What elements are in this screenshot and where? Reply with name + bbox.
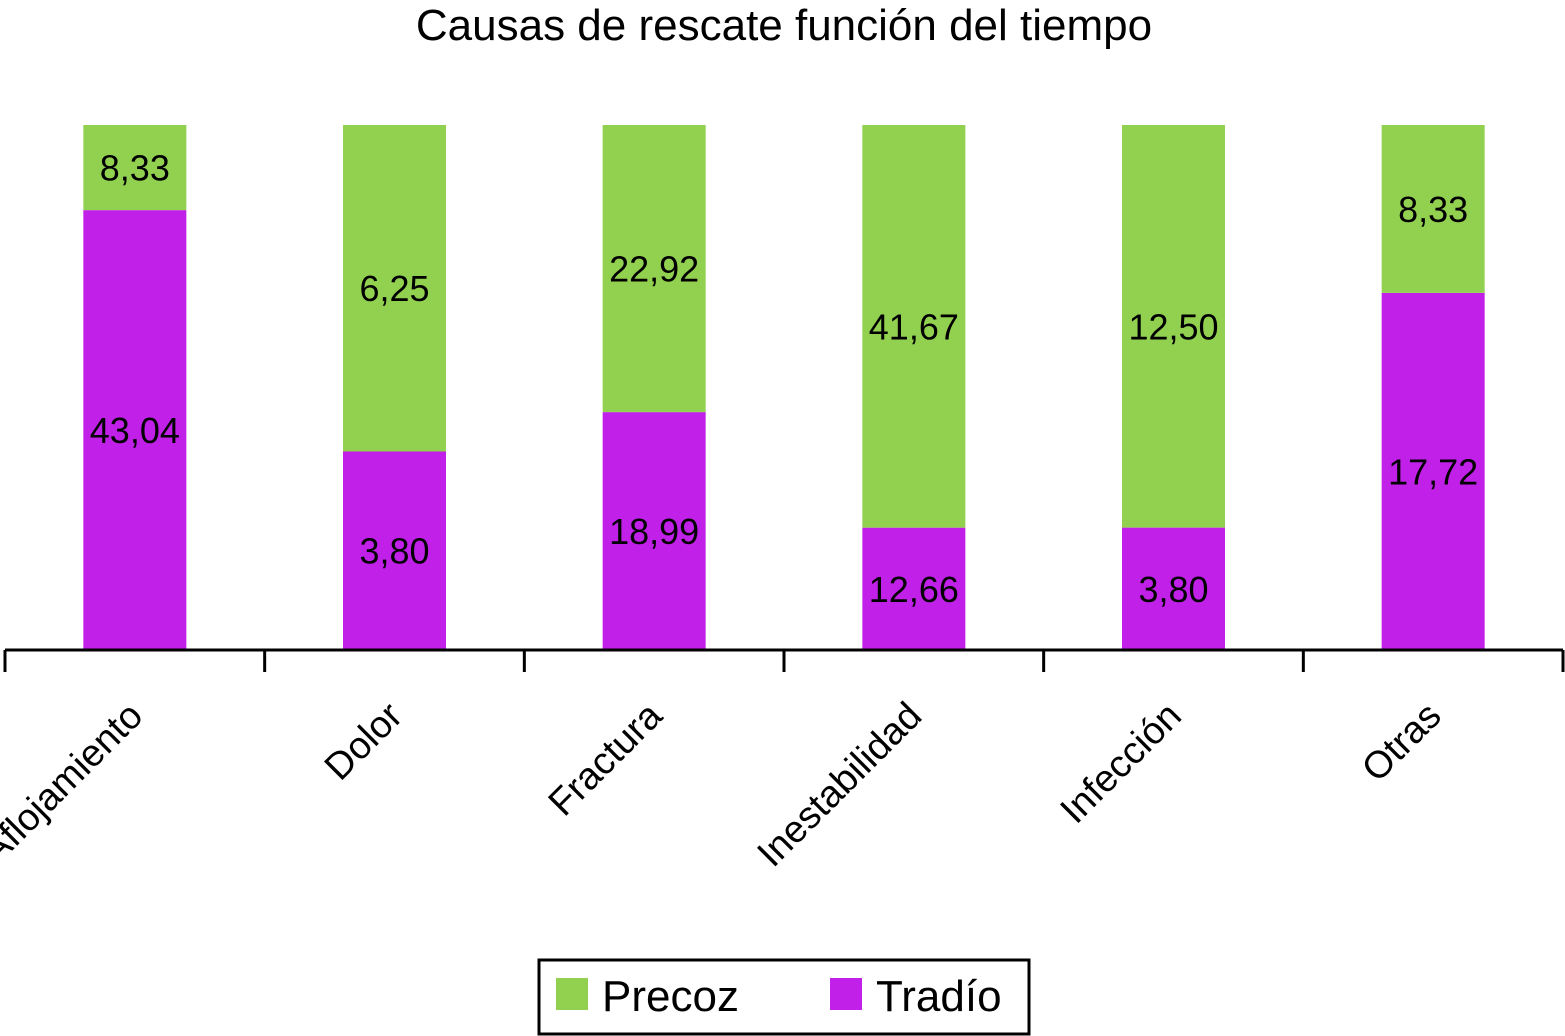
bar-precoz-inestabilidad: [862, 125, 966, 528]
data-label-precoz-fractura: 22,92: [609, 249, 699, 290]
data-label-precoz-otras: 8,33: [1398, 189, 1468, 230]
data-label-tradio-inestabilidad: 12,66: [869, 569, 959, 610]
bar-tradio-aflojamiento: [83, 210, 187, 650]
legend-swatch-tradio: [830, 978, 862, 1010]
bar-precoz-otras: [1381, 125, 1485, 293]
x-tick-label-inestabilidad: Inestabilidad: [750, 695, 931, 876]
legend-frame: [537, 958, 1031, 1036]
bar-precoz-infeccion: [1122, 125, 1225, 528]
bar-tradio-dolor: [343, 451, 446, 650]
bar-precoz-fractura: [602, 125, 706, 413]
data-label-precoz-inestabilidad: 41,67: [869, 306, 959, 347]
data-label-tradio-aflojamiento: 43,04: [90, 410, 180, 451]
legend-label-precoz: Precoz: [602, 972, 739, 1021]
x-tick-label-fractura: Fractura: [541, 694, 671, 824]
data-label-precoz-infeccion: 12,50: [1128, 306, 1218, 347]
x-axis: [3, 648, 1565, 672]
data-label-tradio-fractura: 18,99: [609, 511, 699, 552]
data-label-tradio-otras: 17,72: [1388, 451, 1478, 492]
data-label-precoz-aflojamiento: 8,33: [100, 148, 170, 189]
legend-label-tradio: Tradío: [876, 972, 1002, 1021]
bar-tradio-fractura: [602, 412, 706, 650]
legend: Precoz Tradío: [537, 958, 1031, 1036]
data-labels-layer: 43,04 8,33 3,80 6,25 18,99 22,92 12,66 41,67 3,8…: [90, 148, 1478, 610]
data-label-precoz-dolor: 6,25: [359, 268, 429, 309]
bar-tradio-otras: [1381, 292, 1485, 650]
bar-precoz-aflojamiento: [83, 125, 187, 211]
legend-swatch-precoz: [556, 978, 588, 1010]
x-tick-label-dolor: Dolor: [317, 694, 411, 788]
bar-precoz-dolor: [343, 125, 446, 452]
x-tick-labels: Aflojamiento Dolor Fractura Inestabilidad In…: [0, 694, 1450, 875]
bars-layer: [83, 125, 1485, 650]
bar-tradio-inestabilidad: [862, 527, 966, 650]
bar-tradio-infeccion: [1122, 527, 1225, 650]
x-tick-label-infeccion: Infección: [1053, 695, 1190, 832]
x-tick-label-otras: Otras: [1354, 695, 1449, 790]
chart-title: Causas de rescate función del tiempo: [416, 1, 1152, 50]
x-tick-label-aflojamiento: Aflojamiento: [0, 695, 151, 873]
data-label-tradio-dolor: 3,80: [359, 531, 429, 572]
data-label-tradio-infeccion: 3,80: [1138, 569, 1208, 610]
